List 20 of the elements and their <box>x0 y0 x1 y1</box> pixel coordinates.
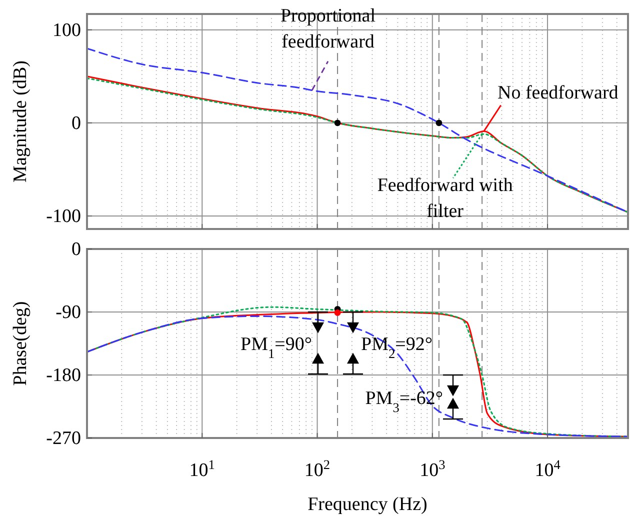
x-axis-title: Frequency (Hz) <box>308 494 428 515</box>
x-tick-label: 10$^{3}$ <box>420 456 446 481</box>
y-tick-label: -90 <box>56 302 81 323</box>
annotation: PM$_{2}$=92° <box>361 334 432 360</box>
y-tick-label: -180 <box>46 365 81 386</box>
annotation: Feedforward with filter <box>377 175 514 222</box>
x-tick-label: 10$^{4}$ <box>534 456 561 481</box>
y-tick-label: 0 <box>72 112 81 134</box>
x-tick-label: 10$^{2}$ <box>304 456 330 481</box>
y-tick-label: -100 <box>46 206 81 227</box>
annotation: Proportional feedforward <box>280 5 376 52</box>
y-tick-label: 0 <box>72 239 81 260</box>
annotation: PM$_{1}$=90° <box>240 334 312 360</box>
x-tick-label: 10$^{1}$ <box>189 456 215 481</box>
y-tick-label: -270 <box>46 428 81 449</box>
y-tick-label: 100 <box>52 20 81 41</box>
y-axis-title: Phase(deg) <box>10 301 31 386</box>
annotation: No feedforward <box>497 82 619 104</box>
annotation: PM$_{3}$=-62° <box>365 388 443 414</box>
y-axis-title: Magnitude (dB) <box>10 60 31 182</box>
